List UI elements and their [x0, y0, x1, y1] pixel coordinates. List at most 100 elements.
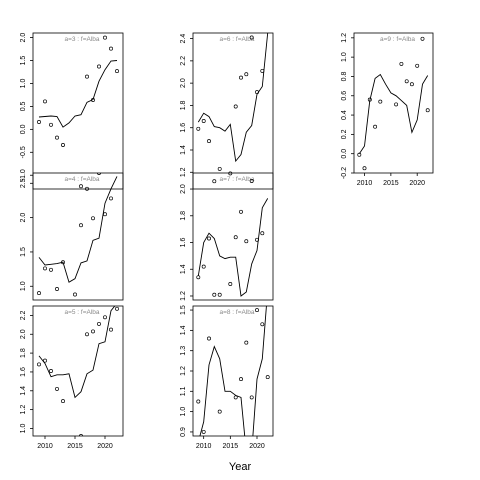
observation-point — [207, 236, 211, 241]
y-tick-label: 2.2 — [20, 310, 27, 320]
observation-point — [37, 291, 41, 296]
y-tick-label: 0.9 — [180, 427, 187, 437]
observation-point — [79, 434, 83, 436]
y-tick-label: 2.4 — [180, 34, 187, 44]
y-tick-label: 1.0 — [20, 281, 27, 291]
x-tick-label: 2015 — [383, 180, 399, 187]
y-tick-label: 1.1 — [180, 386, 187, 396]
y-tick-label: 2.0 — [180, 184, 187, 194]
y-tick-label: 0.0 — [341, 149, 348, 159]
observation-point — [61, 260, 65, 265]
y-tick-label: 1.4 — [180, 325, 187, 335]
plot-frame — [32, 32, 124, 190]
observation-point — [425, 108, 430, 113]
y-tick-label: 0.8 — [341, 71, 348, 81]
y-tick-label: 0.5 — [20, 101, 27, 111]
chart-panel-6: a=5 : f=Alba 1.0 1.2 1.4 1.6 1.8 2.0 2.2 2010 201… — [20, 305, 124, 450]
observation-point — [373, 124, 378, 129]
panel-title: a=8 : f=Alba — [219, 309, 254, 316]
observation-point — [233, 395, 238, 400]
y-tick-label: 1.2 — [180, 366, 187, 376]
observation-point — [249, 179, 254, 183]
y-tick-label: -0.2 — [341, 167, 348, 179]
observation-point — [49, 369, 53, 373]
observation-point — [362, 166, 367, 171]
observation-point — [103, 35, 107, 40]
panel-title: a=7 : f=Alba — [219, 176, 254, 183]
x-tick-label: 2020 — [249, 443, 265, 450]
observation-point — [213, 439, 216, 442]
y-tick-label: 0.4 — [341, 110, 348, 120]
y-tick-label: 1.4 — [20, 386, 27, 396]
y-tick-label: 1.4 — [180, 264, 187, 274]
y-tick-label: 1.5 — [180, 305, 187, 315]
observation-point — [37, 120, 41, 124]
observation-point — [399, 61, 404, 66]
panel-title: a=6 : f=Alba — [219, 36, 254, 43]
observation-point — [233, 235, 238, 240]
observation-point — [249, 395, 254, 400]
y-tick-label: 1.8 — [20, 348, 27, 358]
chart-panel-4: a=4 : f=Alba 1.0 1.5 2.0 2.5 — [20, 172, 124, 301]
observation-point — [115, 306, 119, 311]
y-tick-label: 1.8 — [180, 100, 187, 110]
observation-point — [61, 143, 65, 147]
observation-point — [404, 79, 409, 84]
observation-point — [55, 135, 59, 140]
y-tick-label: 2.0 — [20, 329, 27, 339]
chart-panel-2: a=6 : f=Alba 1.2 1.4 1.6 1.8 2.0 2.2 2.4 — [180, 32, 274, 190]
observation-point — [378, 99, 383, 104]
x-tick-label: 2015 — [223, 443, 239, 450]
observation-point — [228, 282, 233, 286]
x-tick-label: 2010 — [196, 443, 212, 450]
observation-point — [103, 212, 107, 217]
y-tick-label: 1.0 — [20, 78, 27, 88]
y-tick-label: 0.0 — [20, 124, 27, 134]
observation-point — [43, 358, 47, 363]
y-tick-label: 1.2 — [180, 291, 187, 301]
y-tick-label: 1.2 — [341, 33, 348, 43]
y-tick-label: 1.0 — [20, 423, 27, 433]
plot-frame — [353, 32, 434, 174]
observation-point — [233, 104, 238, 109]
x-tick-label: 2020 — [409, 180, 425, 187]
observation-point — [61, 399, 65, 404]
observation-point — [239, 377, 243, 382]
plot-frame — [32, 305, 124, 437]
observation-point — [55, 386, 59, 391]
observation-point — [255, 308, 259, 313]
observation-point — [85, 74, 89, 79]
observation-point — [196, 275, 201, 280]
panel-title: a=4 : f=Alba — [64, 176, 99, 183]
y-tick-label: 1.3 — [180, 346, 187, 356]
y-tick-label: -0.5 — [20, 146, 27, 158]
observation-point — [244, 340, 249, 345]
y-tick-label: 1.4 — [180, 145, 187, 155]
fitted-line — [199, 306, 267, 436]
observation-point — [207, 139, 211, 144]
y-tick-label: 1.2 — [20, 405, 27, 415]
fitted-line — [197, 33, 269, 163]
observation-point — [201, 429, 206, 434]
panel-title: a=3 : f=Alba — [64, 36, 99, 43]
observation-point — [367, 97, 372, 102]
fitted-line — [358, 73, 429, 154]
observation-point — [217, 166, 222, 171]
y-tick-label: 1.6 — [180, 123, 187, 133]
observation-point — [212, 292, 217, 297]
y-tick-label: 2.5 — [20, 178, 27, 188]
observation-point — [207, 336, 211, 341]
observation-point — [91, 98, 95, 102]
observation-point — [196, 399, 201, 404]
observation-point — [420, 36, 425, 41]
observation-point — [79, 223, 83, 228]
observation-point — [415, 63, 420, 68]
observation-point — [109, 46, 113, 51]
plot-frame — [32, 172, 124, 301]
observation-point — [217, 409, 222, 414]
y-tick-label: 1.0 — [180, 407, 187, 417]
observation-point — [115, 69, 119, 74]
x-tick-label: 2010 — [357, 180, 373, 187]
observation-point — [212, 179, 217, 184]
observation-point — [85, 186, 89, 191]
